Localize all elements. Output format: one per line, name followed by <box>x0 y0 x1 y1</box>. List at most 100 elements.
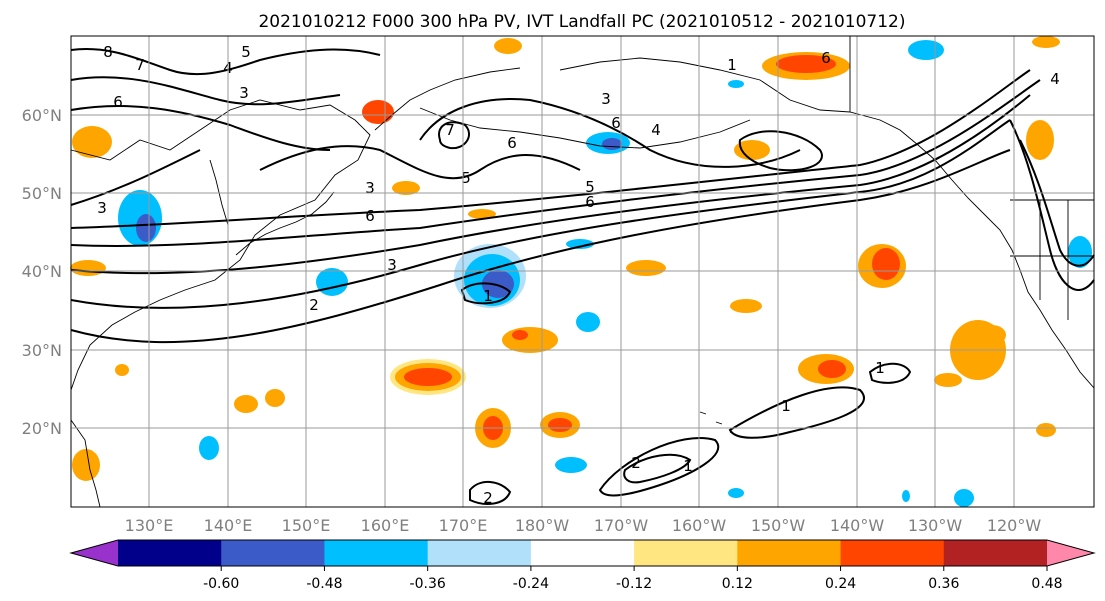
lon-label: 120°W <box>987 516 1042 535</box>
ivt-negative-anomaly <box>1068 236 1092 268</box>
longitude-labels: 130°E 140°E 150°E 160°E 170°E 180°W 170°… <box>125 516 1042 535</box>
lon-label: 150°E <box>282 516 331 535</box>
colorbar-cells <box>118 540 1048 566</box>
figure-title: 2021010212 F000 300 hPa PV, IVT Landfall… <box>258 12 905 32</box>
lon-label: 130°E <box>125 516 174 535</box>
ivt-positive-anomaly <box>1032 36 1060 48</box>
pv-contour-3 <box>70 119 1011 309</box>
ivt-positive-anomaly <box>70 260 106 276</box>
pv-contour-4b <box>70 105 331 151</box>
ivt-positive-anomaly <box>730 299 762 313</box>
pv-contour-label: 3 <box>387 256 397 274</box>
pv-contour-2-south <box>623 453 692 484</box>
ivt-positive-anomaly <box>1036 423 1056 437</box>
pv-contour-label: 3 <box>365 179 375 197</box>
colorbar-cell <box>118 540 222 566</box>
pv-contour-label: 5 <box>241 43 251 61</box>
pv-contour-5b <box>70 76 341 106</box>
pv-contour-8 <box>70 48 381 76</box>
asia-coastline <box>70 99 371 391</box>
pv-contour-1-west <box>460 282 512 305</box>
pv-contour-label: 6 <box>113 93 123 111</box>
pv-contour-label: 1 <box>875 359 885 377</box>
ivt-positive-anomaly <box>468 209 496 219</box>
colorbar-tick-label: -0.12 <box>616 576 652 592</box>
lat-label: 50°N <box>22 184 62 203</box>
pv-contour-label: 6 <box>611 114 621 132</box>
colorbar-ticks: -0.60 -0.48 -0.36 -0.24 -0.12 0.12 0.24 0.36 0.4… <box>203 566 1063 592</box>
pv-contour-alaska-low <box>738 130 823 172</box>
ivt-positive-anomaly <box>818 360 846 378</box>
pv-contour-label: 4 <box>651 121 661 139</box>
lon-label: 180°W <box>515 516 570 535</box>
lon-label: 160°E <box>361 516 410 535</box>
ivt-positive-anomaly <box>234 395 258 413</box>
pv-contour-label: 6 <box>365 207 375 225</box>
pv-contours <box>70 48 1095 505</box>
colorbar-tick-label: -0.24 <box>513 576 549 592</box>
pv-contour-3b <box>70 149 201 206</box>
pv-contour-labels: 2 3 6 3 6 4 3 5 8 7 5 6 7 3 6 5 3 6 4 6 … <box>97 43 1060 507</box>
pv-contour-label: 5 <box>585 178 595 196</box>
ivt-negative-anomaly <box>199 436 219 460</box>
alaska-outline <box>559 57 983 213</box>
lon-label: 150°W <box>751 516 806 535</box>
pv-contour-label: 7 <box>445 121 455 139</box>
colorbar-cell <box>530 540 635 566</box>
pv-contour-label: 2 <box>631 454 641 472</box>
map-panel: 2 3 6 3 6 4 3 5 8 7 5 6 7 3 6 5 3 6 4 6 … <box>70 35 1095 508</box>
pv-contour-label: 7 <box>135 56 145 74</box>
pv-contour-label: 2 <box>309 296 319 314</box>
ivt-positive-anomaly <box>626 260 666 276</box>
ivt-positive-anomaly <box>502 327 558 353</box>
ivt-negative-anomaly <box>728 488 744 498</box>
pv-contour-label: 8 <box>103 43 113 61</box>
ivt-negative-anomaly <box>555 457 587 473</box>
ivt-positive-anomaly <box>512 330 528 340</box>
lon-label: 170°E <box>439 516 488 535</box>
colorbar-tick-label: 0.48 <box>1031 576 1062 592</box>
ivt-positive-anomaly <box>548 418 572 432</box>
ivt-positive-anomaly <box>72 449 100 481</box>
ivt-positive-anomaly <box>776 55 836 73</box>
ivt-positive-anomaly <box>362 100 394 124</box>
colorbar-cell <box>221 540 325 566</box>
ivt-positive-anomaly <box>494 38 522 54</box>
ivt-negative-anomaly <box>576 312 600 332</box>
colorbar-extend-max <box>1047 540 1094 566</box>
graticule <box>71 36 1094 507</box>
ivt-negative-anomaly <box>316 268 348 296</box>
lon-label: 140°E <box>204 516 253 535</box>
pv-contour-closed-7 <box>438 121 470 150</box>
colorbar: -0.60 -0.48 -0.36 -0.24 -0.12 0.12 0.24 0.36 0.4… <box>69 539 1096 592</box>
lon-label: 170°W <box>594 516 649 535</box>
ivt-negative-anomaly <box>954 489 974 507</box>
pv-contour-label: 6 <box>585 193 595 211</box>
pv-contour-label: 3 <box>239 84 249 102</box>
colorbar-cell <box>324 540 429 566</box>
japan-outline <box>235 191 335 256</box>
ivt-positive-anomaly <box>265 389 285 407</box>
colorbar-tick-label: 0.12 <box>722 576 753 592</box>
colorbar-tick-label: 0.24 <box>825 576 856 592</box>
pv-contour-7 <box>419 98 801 168</box>
pv-contour-label: 4 <box>1050 70 1060 88</box>
pv-contour-6 <box>70 69 1031 229</box>
pv-contour-trough <box>1009 119 1095 291</box>
north-america-coast <box>981 211 1095 389</box>
map-frame <box>70 35 1095 508</box>
lat-label: 60°N <box>22 106 62 125</box>
pv-contour-label: 1 <box>727 56 737 74</box>
colorbar-cell <box>943 540 1048 566</box>
ivt-negative-anomaly <box>902 490 910 502</box>
pv-contour-1-east <box>868 362 912 384</box>
ivt-negative-anomaly <box>908 40 944 60</box>
philippines-outline <box>70 419 101 508</box>
pv-contour-label: 2 <box>483 489 493 507</box>
lon-label: 140°W <box>830 516 885 535</box>
pv-contour-label: 6 <box>821 49 831 67</box>
colorbar-tick-label: 0.36 <box>928 576 959 592</box>
pv-contour-1-south <box>598 437 719 497</box>
lon-label: 130°W <box>908 516 963 535</box>
